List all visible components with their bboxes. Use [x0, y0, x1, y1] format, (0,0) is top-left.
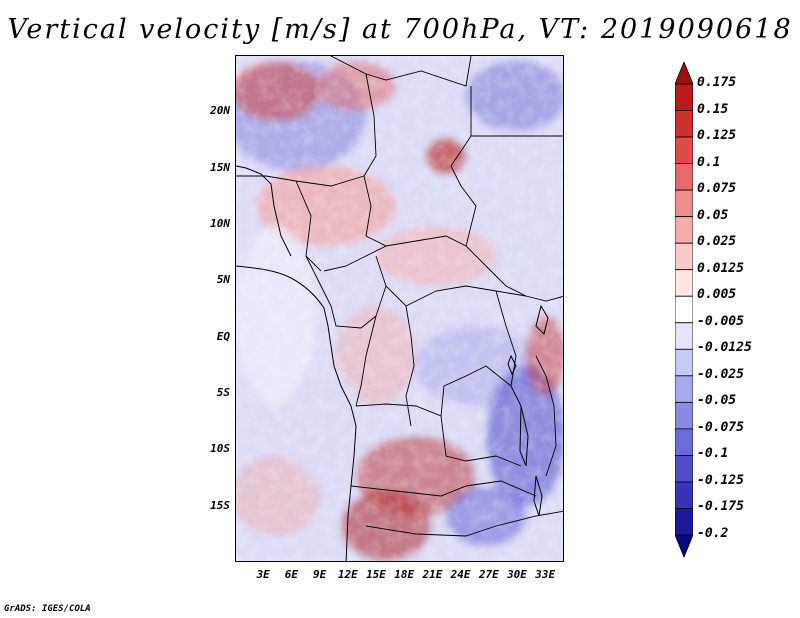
latitude-label: 5S — [216, 386, 230, 399]
latitude-label: 15N — [210, 160, 230, 174]
colorbar-box — [675, 295, 693, 324]
colorbar-level-label: -0.005 — [697, 313, 744, 329]
colorbar-box — [675, 481, 693, 509]
colorbar-level-label: -0.175 — [697, 499, 744, 515]
longitude-label: 24E — [450, 568, 471, 581]
colorbar-box — [675, 428, 693, 456]
longitude-label: 6E — [284, 568, 299, 581]
colorbar-level-label: 0.15 — [697, 101, 729, 117]
velocity-field-map — [236, 56, 563, 561]
longitude-label: 30E — [507, 568, 527, 581]
colorbar-level-label: 0.125 — [697, 128, 737, 144]
latitude-label: 10N — [210, 217, 230, 230]
longitude-label: 33E — [535, 568, 556, 581]
colorbar-level-label: 0.05 — [697, 207, 729, 223]
coastlines — [236, 165, 357, 561]
colorbar-level-label: -0.2 — [697, 526, 729, 541]
colorbar-level-label: -0.075 — [697, 419, 744, 435]
colorbar-level-label: -0.05 — [697, 393, 737, 409]
lakes — [507, 304, 549, 517]
field-texture — [236, 56, 563, 561]
longitude-label: 18E — [394, 568, 415, 581]
colorbar-box — [675, 401, 693, 430]
colorbar-box — [675, 375, 693, 403]
colorbar-box — [675, 110, 693, 138]
longitude-label: 9E — [312, 568, 327, 581]
colorbar-box — [675, 83, 693, 111]
longitude-label: 3E — [256, 568, 270, 581]
longitude-label: 21E — [422, 568, 443, 581]
colorbar-box — [675, 216, 693, 244]
colorbar — [675, 62, 693, 557]
colorbar-level-label: -0.125 — [697, 472, 744, 488]
colorbar-box — [675, 508, 693, 536]
colorbar-level-label: -0.0125 — [697, 340, 752, 356]
colorbar-level-label: 0.005 — [697, 287, 737, 303]
colorbar-level-label: -0.1 — [697, 446, 729, 462]
colorbar-level-label: 0.175 — [697, 75, 737, 90]
colorbar-min-arrow — [675, 534, 693, 557]
latitude-label: 15S — [210, 498, 230, 512]
longitude-label: 15E — [366, 568, 386, 581]
latitude-label: 5N — [216, 273, 230, 287]
latitude-label: 20N — [210, 104, 230, 118]
colorbar-box — [675, 163, 693, 191]
longitude-label: 12E — [337, 568, 358, 581]
country-borders — [236, 56, 563, 537]
colorbar-level-label: 0.075 — [697, 181, 737, 197]
map-title: Vertical velocity [m/s] at 700hPa, VT: 2… — [7, 14, 793, 45]
map-panel — [235, 55, 564, 562]
colorbar-box — [675, 136, 693, 164]
colorbar-level-label: 0.025 — [697, 234, 737, 250]
colorbar-level-label: 0.0125 — [697, 260, 744, 276]
colorbar-box — [675, 242, 693, 271]
colorbar-box — [675, 269, 693, 297]
colorbar-box — [675, 189, 693, 218]
colorbar-max-arrow — [675, 62, 693, 85]
colorbar-box — [675, 455, 693, 483]
longitude-label: 27E — [478, 568, 499, 581]
colorbar-level-label: 0.1 — [697, 154, 721, 170]
colorbar-box — [675, 348, 693, 377]
colorbar-box — [675, 322, 693, 350]
grads-credit: GrADS: IGES/COLA — [4, 604, 91, 614]
latitude-label: EQ — [216, 329, 230, 343]
colorbar-level-label: -0.025 — [697, 366, 744, 382]
latitude-label: 10S — [210, 442, 230, 456]
